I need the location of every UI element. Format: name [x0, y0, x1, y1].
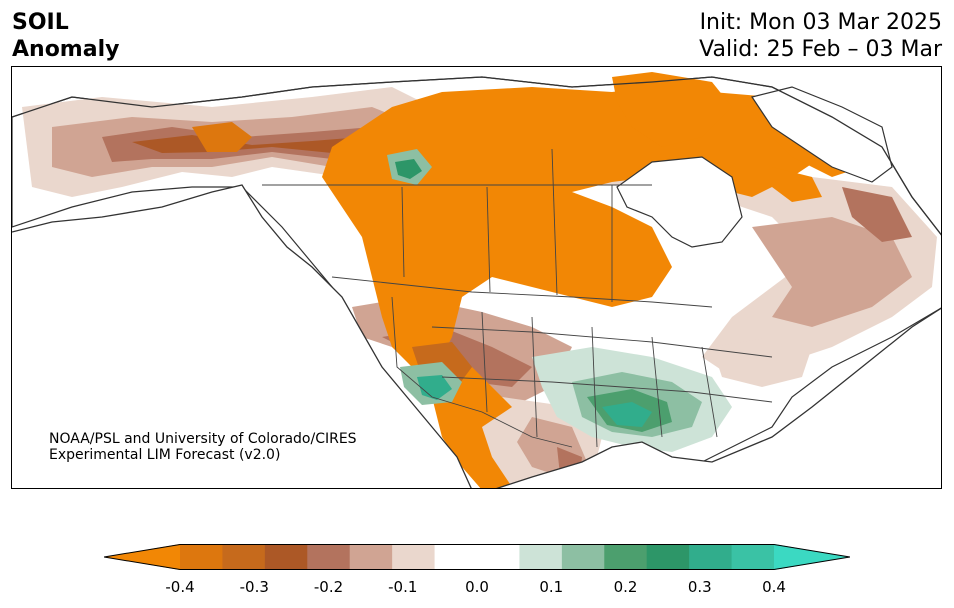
colorbar-extend-high: [774, 544, 850, 570]
colorbar-outline: [104, 544, 850, 570]
colorbar-tick-label: 0.1: [539, 578, 564, 596]
water-bodies: [12, 86, 941, 488]
credit-line-2: Experimental LIM Forecast (v2.0): [49, 447, 281, 463]
colorbar-tick-label: 0.0: [465, 578, 489, 596]
colorbar-segment: [349, 544, 393, 570]
forecast-dates: Init: Mon 03 Mar 2025 Valid: 25 Feb – 03…: [699, 9, 942, 63]
political-boundaries: [262, 148, 773, 448]
credit-line-1: NOAA/PSL and University of Colorado/CIRE…: [49, 431, 357, 447]
title-line-anomaly: Anomaly: [12, 37, 120, 62]
colorbar-segment: [689, 544, 733, 570]
colorbar-segment: [561, 544, 605, 570]
colorbar-segment: [392, 544, 436, 570]
colorbar-segment: [477, 544, 520, 570]
anomaly-map: [11, 66, 942, 489]
wet-anomaly-regions: [387, 149, 732, 452]
colorbar-segment: [519, 544, 563, 570]
colorbar-tick-label: -0.4: [165, 578, 195, 596]
colorbar-segment: [264, 544, 308, 570]
colorbar-tick-label: 0.4: [762, 578, 786, 596]
colorbar-segment: [731, 544, 775, 570]
colorbar-tick-label: 0.3: [687, 578, 712, 596]
colorbar-segment: [307, 544, 351, 570]
colorbar-segment: [434, 544, 478, 570]
colorbar-segment: [604, 544, 648, 570]
colorbar-extend-low: [104, 544, 180, 570]
colorbar-tick-label: -0.2: [313, 578, 344, 596]
init-date: Init: Mon 03 Mar 2025: [699, 10, 942, 35]
valid-range: Valid: 25 Feb – 03 Mar: [699, 37, 942, 62]
colorbar-segment: [180, 544, 223, 570]
colorbar: [104, 544, 850, 570]
colorbar-segment: [646, 544, 690, 570]
colorbar-tick-label: -0.3: [239, 578, 269, 596]
coastlines: [12, 76, 941, 488]
colorbar-tick-label: 0.2: [613, 578, 638, 596]
colorbar-segment: [222, 544, 266, 570]
map-title: SOIL Anomaly: [12, 9, 119, 63]
map-canvas: [12, 72, 941, 488]
colorbar-tick-label: -0.1: [388, 578, 418, 596]
forecast-credit: NOAA/PSL and University of Colorado/CIRE…: [49, 431, 357, 463]
title-line-variable: SOIL: [12, 10, 69, 35]
